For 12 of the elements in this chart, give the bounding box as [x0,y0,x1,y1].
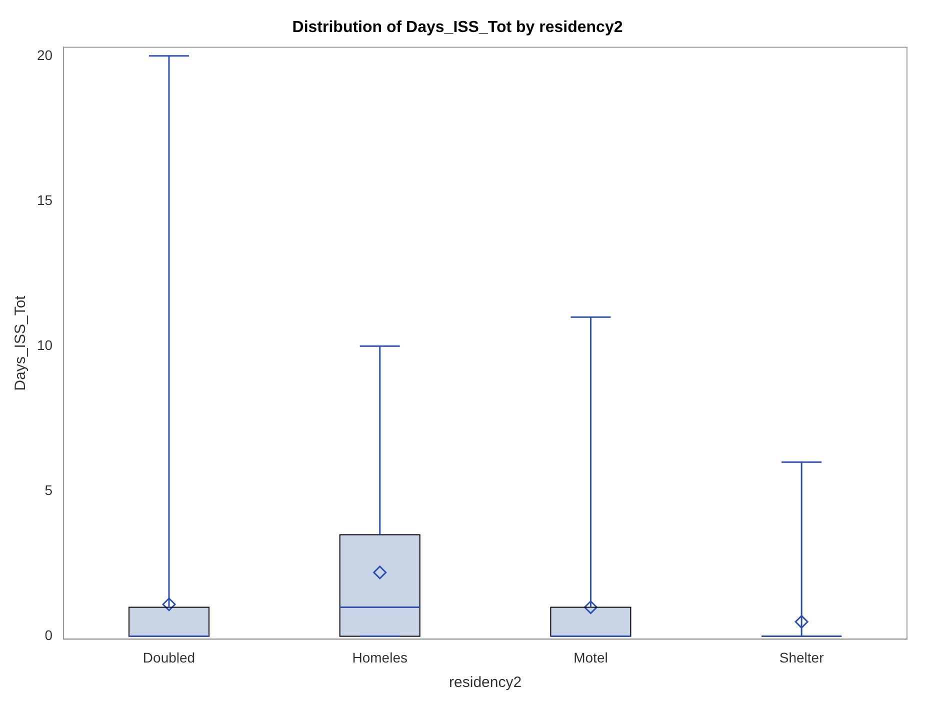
y-tick-label: 20 [36,46,53,63]
chart-title: Distribution of Days_ISS_Tot by residency2 [292,19,623,36]
y-tick-label: 10 [36,336,53,353]
x-tick-label: Doubled [142,649,196,666]
y-tick-label: 0 [44,627,53,644]
y-axis-title: Days_ISS_Tot [12,294,30,391]
y-tick-label: 5 [44,482,53,498]
x-tick-label: Homeles [352,649,408,666]
x-tick-label: Shelter [779,649,824,666]
y-tick-label: 15 [36,192,53,208]
x-tick-label: Motel [574,649,608,666]
x-axis-title: residency2 [449,674,522,692]
